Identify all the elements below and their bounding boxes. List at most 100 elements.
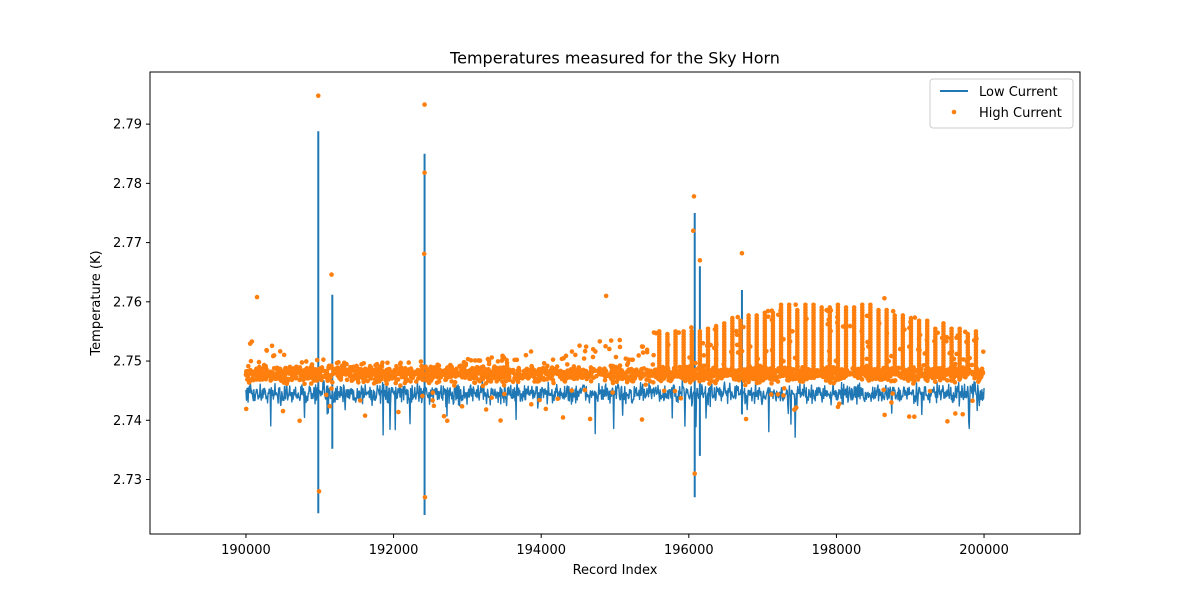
y-tick-label: 2.74: [113, 414, 142, 429]
high-current-point: [476, 377, 481, 383]
high-current-point: [248, 358, 254, 364]
high-current-point: [536, 375, 542, 381]
high-current-point: [523, 352, 529, 358]
legend-label-high-current: High Current: [979, 106, 1062, 121]
high-current-point: [325, 378, 331, 383]
high-current-point: [803, 302, 808, 308]
high-current-point: [416, 371, 422, 377]
high-current-point: [248, 371, 253, 376]
high-current-point: [323, 392, 329, 398]
high-current-point: [284, 381, 290, 386]
y-tick-label: 2.79: [113, 118, 142, 133]
high-current-point: [526, 375, 532, 380]
high-current-point: [560, 415, 566, 420]
high-current-point: [554, 364, 560, 369]
high-current-point: [500, 379, 505, 384]
high-current-point: [769, 381, 774, 386]
high-current-point: [426, 380, 432, 386]
high-current-point: [263, 369, 268, 375]
high-current-point: [598, 370, 604, 375]
high-current-point: [696, 376, 701, 381]
high-current-point: [890, 308, 896, 314]
high-current-point: [277, 349, 283, 354]
high-current-point: [393, 380, 399, 386]
high-current-point: [562, 377, 567, 383]
high-current-point: [685, 374, 690, 380]
y-tick-label: 2.76: [113, 295, 142, 310]
high-current-point: [643, 372, 649, 378]
high-current-point: [912, 373, 918, 379]
high-current-point: [590, 354, 596, 360]
high-current-point: [254, 294, 260, 300]
high-current-point: [483, 407, 489, 412]
high-current-point: [283, 366, 289, 372]
high-current-point: [606, 373, 612, 379]
high-current-point: [892, 313, 898, 318]
high-current-point: [904, 376, 910, 382]
high-current-point: [672, 388, 678, 394]
high-current-point: [299, 360, 305, 365]
high-current-point: [573, 352, 578, 358]
high-current-point: [304, 365, 310, 371]
high-current-point: [677, 364, 683, 370]
high-current-point: [314, 357, 320, 363]
high-current-point: [833, 378, 839, 383]
high-current-point: [489, 355, 495, 360]
high-current-point: [630, 372, 635, 378]
high-current-point: [896, 365, 902, 371]
high-current-point: [644, 349, 650, 355]
high-current-point: [280, 408, 286, 414]
high-current-point: [843, 305, 849, 310]
high-current-point: [836, 401, 842, 407]
high-current-point: [819, 305, 824, 310]
high-current-point: [573, 367, 578, 373]
high-current-point: [827, 305, 833, 310]
high-current-point: [555, 371, 560, 377]
x-axis: 190000 192000 194000 196000 198000 200000: [221, 534, 1009, 558]
high-current-point: [790, 329, 795, 334]
high-current-point: [473, 365, 479, 371]
high-current-point: [762, 310, 768, 316]
high-current-point: [610, 369, 615, 374]
high-current-point: [877, 377, 883, 382]
high-current-point: [561, 355, 566, 361]
high-current-point: [470, 365, 475, 371]
high-current-point: [421, 251, 427, 257]
high-current-point: [569, 349, 575, 354]
high-current-point: [603, 293, 609, 299]
high-current-point: [484, 369, 489, 375]
high-current-point: [661, 388, 667, 394]
high-current-point: [615, 375, 621, 380]
high-current-point: [359, 362, 364, 367]
high-current-point: [362, 413, 368, 418]
legend-label-low-current: Low Current: [979, 85, 1058, 100]
high-current-point: [418, 359, 424, 364]
high-current-point: [406, 360, 412, 365]
high-current-point: [864, 356, 870, 362]
high-current-point: [243, 406, 249, 412]
y-tick-label: 2.78: [113, 177, 142, 192]
high-current-point: [517, 372, 523, 378]
y-axis-title: Temperature (K): [89, 250, 104, 356]
high-current-point: [285, 376, 291, 382]
high-current-point: [767, 373, 772, 379]
high-current-point: [303, 359, 309, 364]
high-current-point: [263, 376, 269, 382]
high-current-point: [768, 392, 774, 397]
high-current-point: [502, 367, 508, 373]
high-current-point: [430, 372, 436, 378]
high-current-point: [923, 376, 928, 381]
high-current-point: [374, 361, 380, 367]
high-current-point: [630, 368, 636, 373]
high-current-point: [293, 368, 298, 373]
high-current-point: [495, 371, 501, 376]
high-current-point: [486, 377, 492, 382]
high-current-point: [458, 363, 464, 368]
x-tick-label: 198000: [812, 543, 862, 558]
high-current-point: [243, 369, 249, 374]
high-current-point: [568, 375, 574, 380]
high-current-point: [868, 302, 873, 308]
high-current-point: [269, 343, 275, 349]
high-current-point: [442, 373, 448, 378]
high-current-point: [408, 366, 414, 371]
